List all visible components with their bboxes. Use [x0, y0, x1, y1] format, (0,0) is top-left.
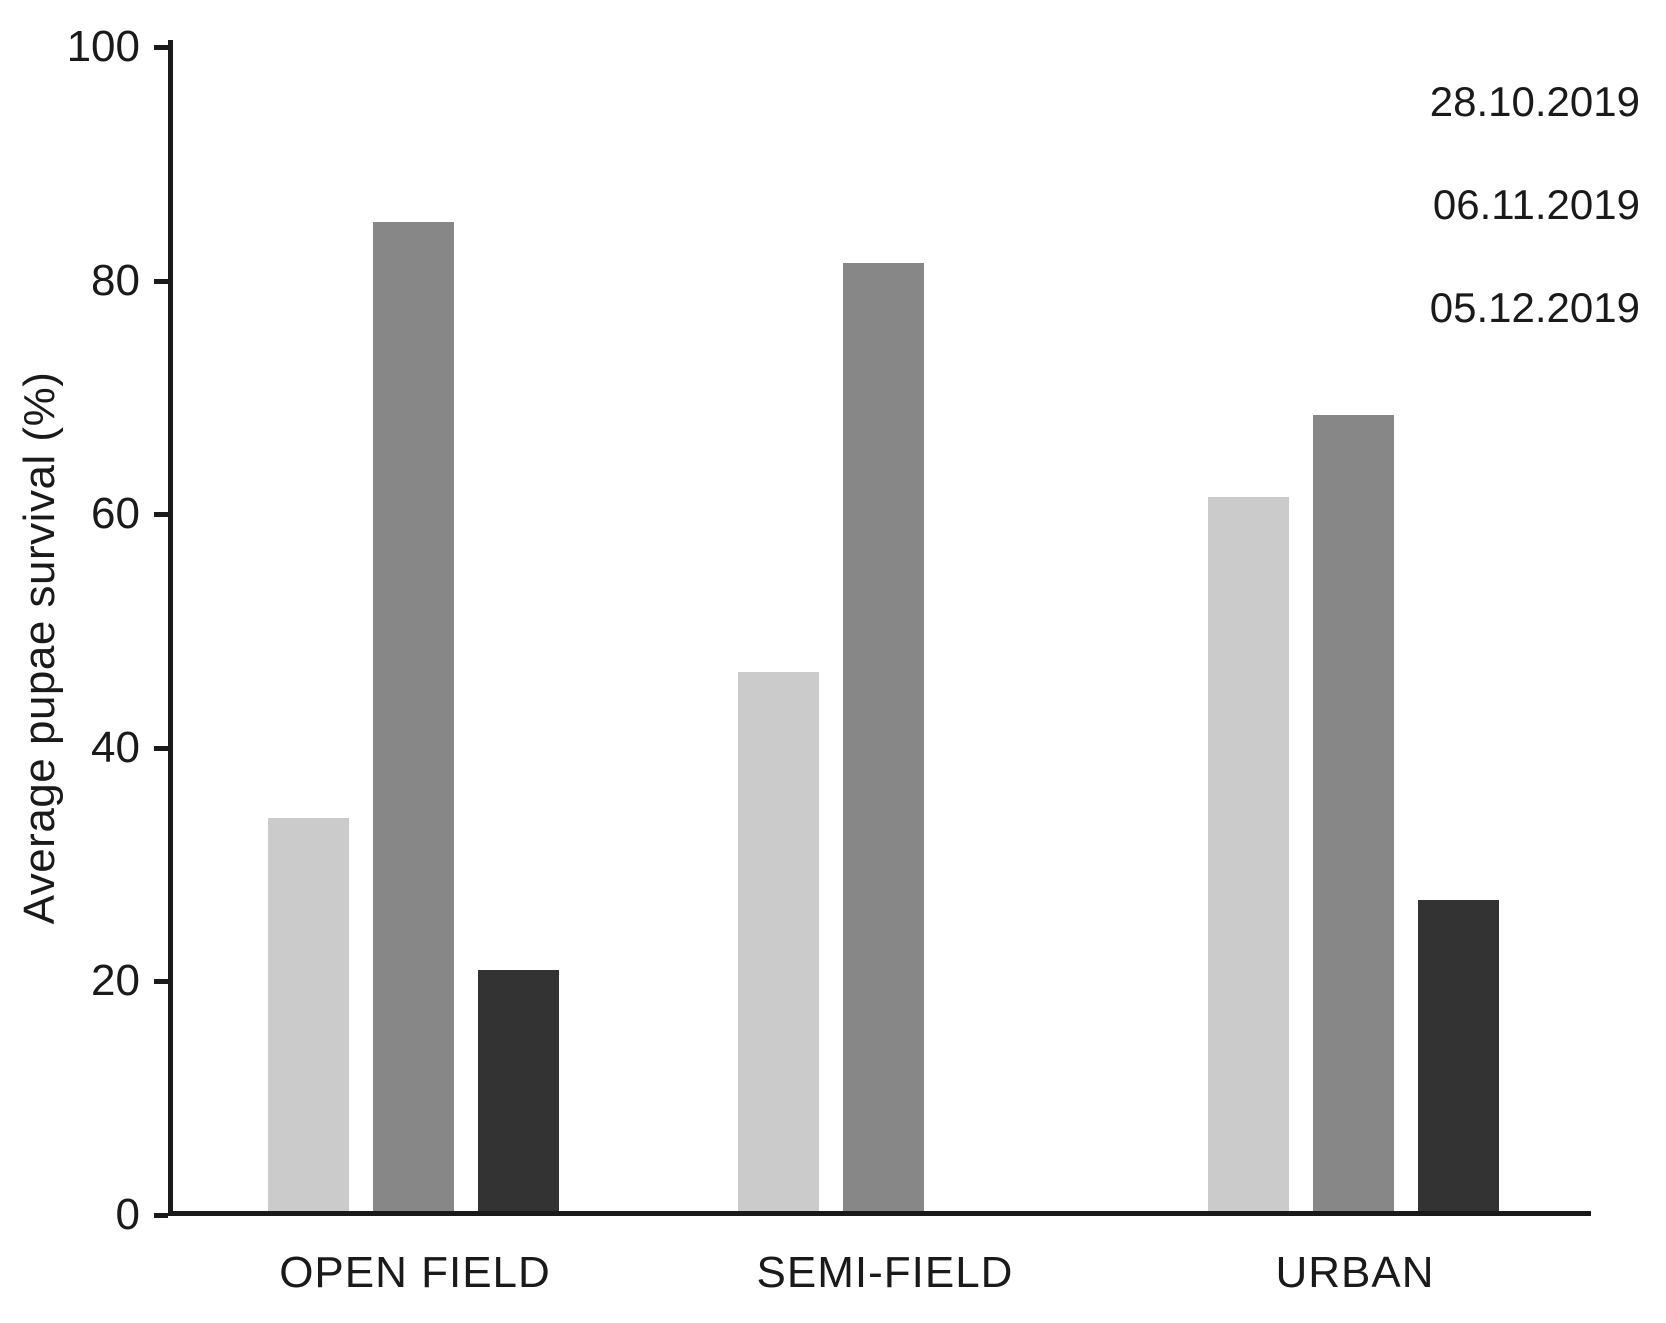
bar-open-field-05-12-2019: [478, 970, 559, 1215]
bar-semi-field-28-10-2019: [738, 672, 819, 1215]
category-label-urban: URBAN: [1275, 1248, 1435, 1297]
legend-item-06-11-2019: 06.11.2019: [1432, 181, 1640, 228]
x-axis-line: [168, 1211, 1591, 1216]
y-tick-label-100: 100: [66, 22, 140, 71]
y-tick-mark-40: [154, 746, 168, 751]
y-tick-mark-60: [154, 512, 168, 517]
category-label-open-field: OPEN FIELD: [279, 1248, 551, 1297]
bar-open-field-28-10-2019: [268, 818, 349, 1215]
bar-urban-05-12-2019: [1418, 900, 1499, 1215]
y-axis-line: [168, 40, 173, 1216]
y-tick-mark-0: [154, 1213, 168, 1218]
legend-item-28-10-2019: 28.10.2019: [1429, 78, 1640, 125]
bar-urban-06-11-2019: [1313, 415, 1394, 1215]
y-axis-title: Average pupae survival (%): [15, 371, 64, 925]
legend-item-05-12-2019: 05.12.2019: [1429, 284, 1640, 331]
y-tick-label-20: 20: [91, 956, 140, 1005]
y-tick-mark-100: [154, 45, 168, 50]
y-tick-mark-20: [154, 979, 168, 984]
bar-semi-field-06-11-2019: [843, 263, 924, 1215]
bar-urban-28-10-2019: [1208, 497, 1289, 1215]
y-tick-mark-80: [154, 279, 168, 284]
y-tick-label-40: 40: [91, 723, 140, 772]
y-tick-label-0: 0: [115, 1190, 140, 1239]
y-tick-label-60: 60: [91, 489, 140, 538]
bar-open-field-06-11-2019: [373, 222, 454, 1215]
category-label-semi-field: SEMI-FIELD: [756, 1248, 1014, 1297]
y-tick-label-80: 80: [91, 256, 140, 305]
